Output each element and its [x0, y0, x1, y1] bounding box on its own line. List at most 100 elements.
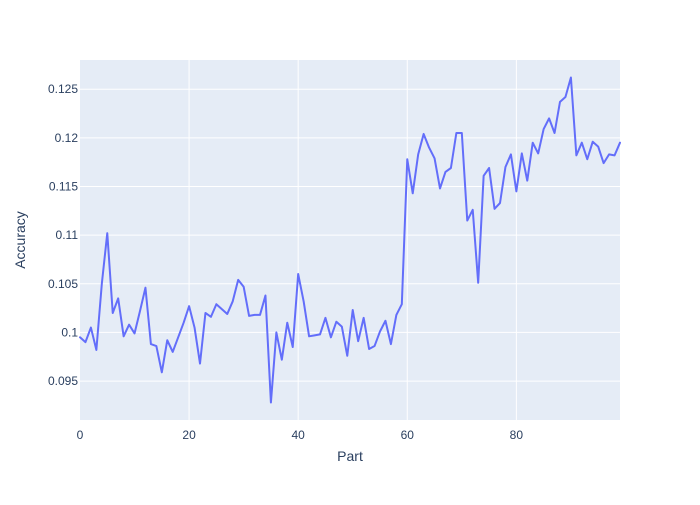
data-point[interactable]	[192, 325, 198, 331]
data-point[interactable]	[399, 301, 405, 307]
data-point[interactable]	[317, 331, 323, 337]
data-point[interactable]	[530, 140, 536, 146]
data-point[interactable]	[197, 361, 203, 367]
data-point[interactable]	[442, 169, 448, 175]
data-point[interactable]	[301, 298, 307, 304]
data-point[interactable]	[121, 333, 127, 339]
data-point[interactable]	[202, 310, 208, 316]
data-point[interactable]	[241, 284, 247, 290]
data-point[interactable]	[355, 338, 361, 344]
data-point[interactable]	[502, 164, 508, 170]
data-point[interactable]	[519, 150, 525, 156]
data-point[interactable]	[306, 333, 312, 339]
data-point[interactable]	[388, 341, 394, 347]
data-point[interactable]	[181, 320, 187, 326]
data-point[interactable]	[126, 322, 132, 328]
data-point[interactable]	[448, 165, 454, 171]
data-point[interactable]	[377, 328, 383, 334]
data-point[interactable]	[88, 325, 94, 331]
data-point[interactable]	[230, 298, 236, 304]
data-point[interactable]	[552, 130, 558, 136]
data-point[interactable]	[104, 230, 110, 236]
data-point[interactable]	[175, 334, 181, 340]
data-point[interactable]	[350, 307, 356, 313]
data-point[interactable]	[246, 313, 252, 319]
data-point[interactable]	[475, 280, 481, 286]
data-point[interactable]	[617, 140, 623, 146]
data-point[interactable]	[170, 349, 176, 355]
data-point[interactable]	[590, 139, 596, 145]
data-point[interactable]	[115, 295, 121, 301]
data-point[interactable]	[82, 339, 88, 345]
data-point[interactable]	[557, 99, 563, 105]
data-point[interactable]	[372, 343, 378, 349]
data-point[interactable]	[562, 94, 568, 100]
data-point[interactable]	[481, 173, 487, 179]
data-point[interactable]	[410, 190, 416, 196]
data-point[interactable]	[486, 165, 492, 171]
data-point[interactable]	[312, 332, 318, 338]
data-point[interactable]	[224, 311, 230, 317]
data-point[interactable]	[492, 206, 498, 212]
data-point[interactable]	[333, 319, 339, 325]
data-point[interactable]	[148, 341, 154, 347]
data-point[interactable]	[382, 318, 388, 324]
data-point[interactable]	[426, 145, 432, 151]
data-point[interactable]	[110, 310, 116, 316]
data-point[interactable]	[339, 324, 345, 330]
data-point[interactable]	[268, 399, 274, 405]
data-point[interactable]	[421, 131, 427, 137]
data-point[interactable]	[579, 140, 585, 146]
data-point[interactable]	[573, 152, 579, 158]
data-point[interactable]	[612, 152, 618, 158]
data-point[interactable]	[497, 200, 503, 206]
data-point[interactable]	[132, 330, 138, 336]
data-point[interactable]	[295, 271, 301, 277]
data-point[interactable]	[584, 156, 590, 162]
data-point[interactable]	[213, 301, 219, 307]
data-point[interactable]	[437, 185, 443, 191]
data-point[interactable]	[361, 315, 367, 321]
data-point[interactable]	[290, 344, 296, 350]
data-point[interactable]	[535, 150, 541, 156]
data-point[interactable]	[99, 281, 105, 287]
data-point[interactable]	[186, 303, 192, 309]
data-point[interactable]	[164, 337, 170, 343]
data-point[interactable]	[568, 75, 574, 81]
data-point[interactable]	[459, 130, 465, 136]
data-point[interactable]	[219, 306, 225, 312]
data-point[interactable]	[508, 151, 514, 157]
data-point[interactable]	[235, 277, 241, 283]
data-point[interactable]	[262, 292, 268, 298]
data-point[interactable]	[606, 151, 612, 157]
data-point[interactable]	[541, 126, 547, 132]
data-point[interactable]	[513, 188, 519, 194]
data-point[interactable]	[393, 312, 399, 318]
data-point[interactable]	[153, 343, 159, 349]
data-point[interactable]	[453, 130, 459, 136]
data-point[interactable]	[257, 312, 263, 318]
data-point[interactable]	[93, 347, 99, 353]
data-point[interactable]	[279, 357, 285, 363]
data-point[interactable]	[524, 178, 530, 184]
data-point[interactable]	[344, 353, 350, 359]
data-point[interactable]	[595, 144, 601, 150]
data-point[interactable]	[328, 334, 334, 340]
data-point[interactable]	[142, 285, 148, 291]
y-tick-label: 0.115	[49, 179, 78, 193]
data-point[interactable]	[432, 155, 438, 161]
data-point[interactable]	[601, 160, 607, 166]
data-point[interactable]	[252, 312, 258, 318]
data-point[interactable]	[366, 346, 372, 352]
data-point[interactable]	[159, 369, 165, 375]
data-point[interactable]	[208, 314, 214, 320]
data-point[interactable]	[322, 315, 328, 321]
data-point[interactable]	[415, 151, 421, 157]
data-point[interactable]	[546, 115, 552, 121]
data-point[interactable]	[284, 320, 290, 326]
data-point[interactable]	[273, 329, 279, 335]
data-point[interactable]	[137, 308, 143, 314]
data-point[interactable]	[404, 156, 410, 162]
data-point[interactable]	[464, 218, 470, 224]
data-point[interactable]	[470, 207, 476, 213]
